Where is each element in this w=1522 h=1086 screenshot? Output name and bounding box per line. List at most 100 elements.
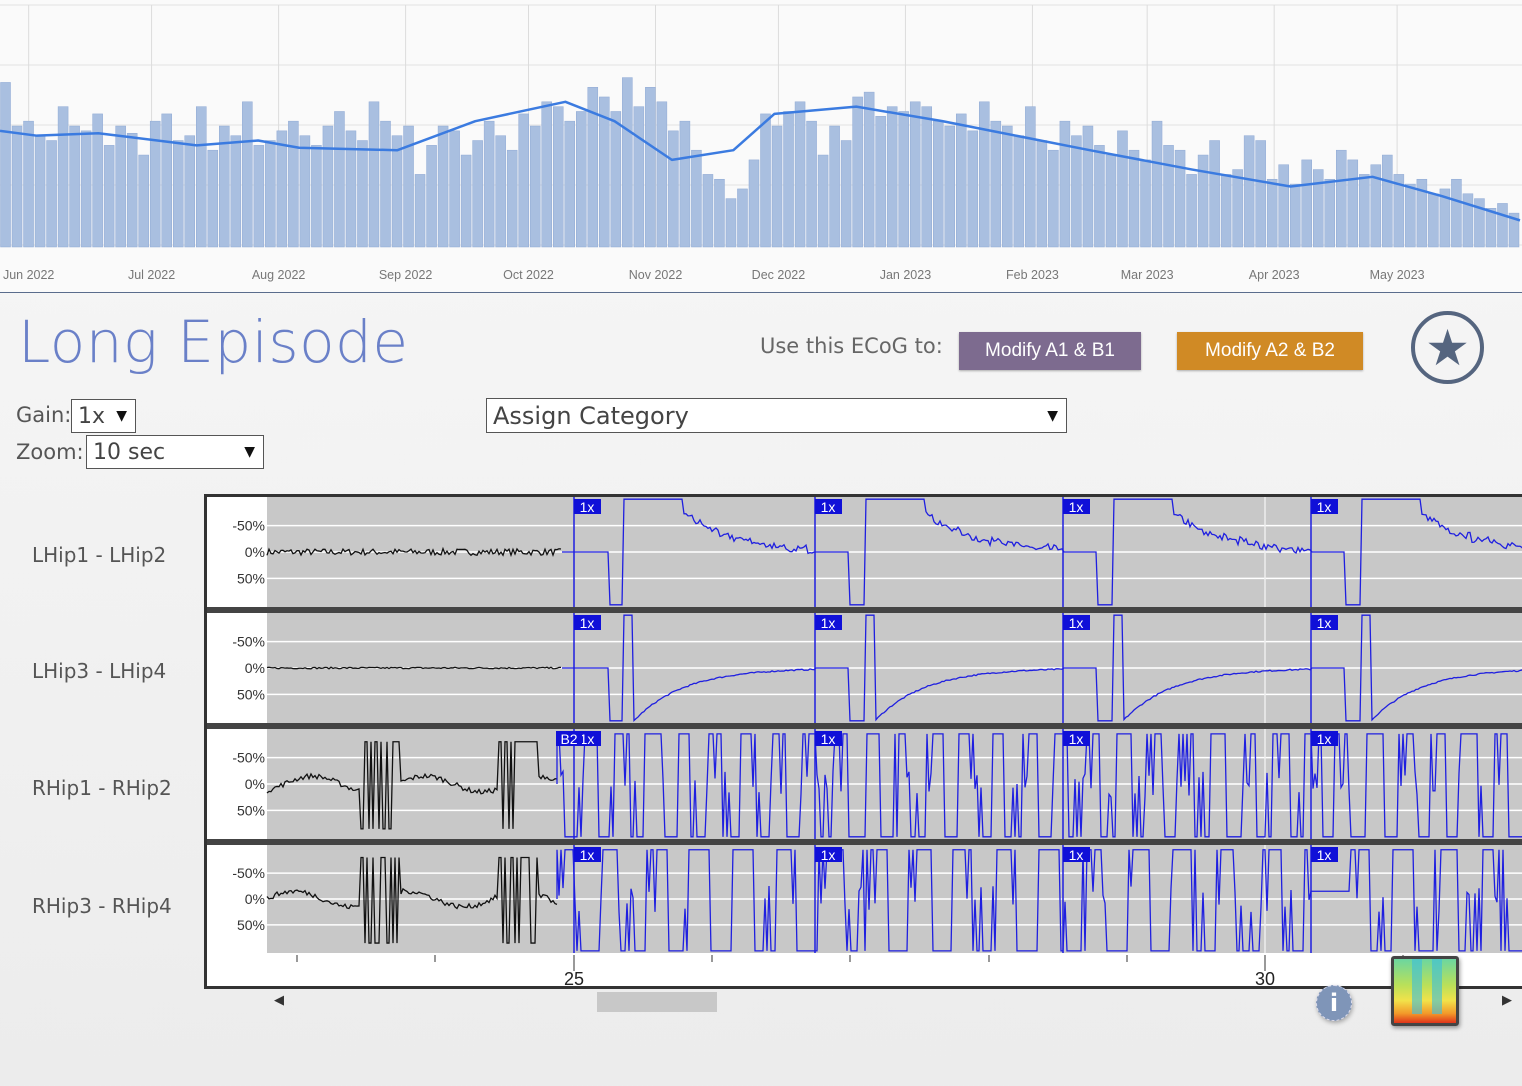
assign-category-select[interactable]: Assign Category ▼ xyxy=(486,398,1067,433)
stim-marker-badge xyxy=(574,847,601,862)
bar xyxy=(748,159,760,248)
horizontal-scrollbar[interactable]: ◀ ▶ xyxy=(270,990,1520,1014)
stim-marker-badge xyxy=(1063,847,1090,862)
bar xyxy=(794,101,806,248)
bar xyxy=(426,145,437,248)
bar xyxy=(357,140,368,248)
bar xyxy=(196,106,207,248)
bar xyxy=(253,145,265,248)
bar xyxy=(172,140,184,248)
bar xyxy=(806,120,817,248)
bar xyxy=(622,77,633,248)
bar xyxy=(702,174,714,248)
channel-separator xyxy=(207,723,1522,729)
bar xyxy=(138,154,149,248)
bar xyxy=(1117,130,1128,248)
channel-label: RHip1 - RHip2 xyxy=(32,776,172,800)
bar xyxy=(472,140,483,248)
moving-average-line xyxy=(0,100,1521,222)
gain-label: Gain: xyxy=(16,403,72,427)
bar xyxy=(483,120,495,248)
y-tick-label: -50% xyxy=(232,518,265,534)
channel-label: RHip3 - RHip4 xyxy=(32,894,172,918)
stim-marker-label: 1x xyxy=(821,499,836,515)
trace-pre-stim xyxy=(266,546,562,558)
bar xyxy=(1255,140,1266,248)
bar xyxy=(875,116,886,248)
bar xyxy=(725,198,737,248)
stim-marker-badge xyxy=(574,615,601,630)
bar xyxy=(1151,120,1163,248)
zoom-label: Zoom: xyxy=(16,440,84,464)
bar xyxy=(1105,154,1117,248)
trace-stim xyxy=(556,733,1522,838)
scrollbar-thumb[interactable] xyxy=(597,992,717,1012)
stim-marker-label: 1x xyxy=(1069,499,1084,515)
bar xyxy=(852,96,863,248)
scroll-right-icon[interactable]: ▶ xyxy=(1502,993,1512,1008)
x-tick-label: Sep 2022 xyxy=(379,268,433,282)
bar xyxy=(656,101,668,248)
gain-value: 1x xyxy=(78,403,106,429)
y-tick-label: 50% xyxy=(237,570,265,586)
gain-select[interactable]: 1x ▼ xyxy=(71,399,136,433)
bar xyxy=(1382,154,1393,248)
bar xyxy=(23,120,34,248)
stim-marker-badge xyxy=(815,731,842,746)
bar xyxy=(311,145,322,248)
bar xyxy=(817,154,829,248)
bar xyxy=(1359,174,1370,248)
bar xyxy=(576,111,587,248)
stim-marker-badge xyxy=(1063,499,1090,514)
stim-marker-badge xyxy=(1063,731,1090,746)
bar xyxy=(1439,188,1451,248)
stim-marker-label: 1x xyxy=(1317,615,1332,631)
stim-marker-label: 1x xyxy=(1069,847,1084,863)
zoom-select[interactable]: 10 sec ▼ xyxy=(86,435,264,469)
bar xyxy=(979,101,990,248)
bar xyxy=(783,111,794,248)
stim-marker-label: 1x xyxy=(1069,731,1084,747)
ecog-viewer[interactable]: 50% 0% -50% 1x 1x 1x 1x 50% 0% -50% 1x 1x 1x 1x 50% 0% -… xyxy=(204,494,1522,989)
stim-marker-label: 1x xyxy=(1317,847,1332,863)
spectrogram-thumbnail[interactable] xyxy=(1391,956,1459,1026)
modify-a1-b1-button[interactable]: Modify A1 & B1 xyxy=(959,332,1141,370)
bar xyxy=(449,130,460,248)
modify-a2-b2-button[interactable]: Modify A2 & B2 xyxy=(1177,332,1363,370)
stim-marker-badge xyxy=(1311,615,1338,630)
scroll-left-icon[interactable]: ◀ xyxy=(274,993,284,1008)
bar xyxy=(1071,135,1082,248)
bar xyxy=(1059,120,1071,248)
stim-marker-label: 1x xyxy=(1317,731,1332,747)
trace-stim xyxy=(562,498,1522,606)
bar xyxy=(506,149,518,248)
bar xyxy=(863,91,875,248)
bar xyxy=(737,188,748,248)
bar xyxy=(1485,208,1497,248)
bar xyxy=(1220,174,1232,248)
bar xyxy=(1209,140,1220,248)
bar xyxy=(898,111,909,248)
y-tick-label: -50% xyxy=(232,750,265,766)
stim-marker-label: 1x xyxy=(1069,615,1084,631)
bar xyxy=(1243,135,1255,248)
x-tick-label: Mar 2023 xyxy=(1121,268,1174,282)
info-button[interactable]: i xyxy=(1316,985,1352,1021)
bar xyxy=(1266,178,1278,248)
favorite-star-button[interactable]: ★ xyxy=(1411,311,1484,384)
bar xyxy=(1393,174,1405,248)
stim-marker-badge xyxy=(815,615,842,630)
bar xyxy=(645,87,656,248)
stim-marker-label: 1x xyxy=(580,615,595,631)
ecog-traces: 50% 0% -50% 1x 1x 1x 1x 50% 0% -50% 1x 1x 1x 1x 50% 0% -… xyxy=(207,497,1522,989)
stim-marker-badge xyxy=(574,499,601,514)
bar xyxy=(1347,159,1359,248)
bar xyxy=(368,101,380,248)
y-tick-label: 0% xyxy=(245,776,265,792)
bar xyxy=(564,120,576,248)
bar xyxy=(932,120,944,248)
bar xyxy=(1370,164,1382,248)
bar xyxy=(322,125,334,248)
bar xyxy=(529,125,541,248)
bar xyxy=(967,130,979,248)
